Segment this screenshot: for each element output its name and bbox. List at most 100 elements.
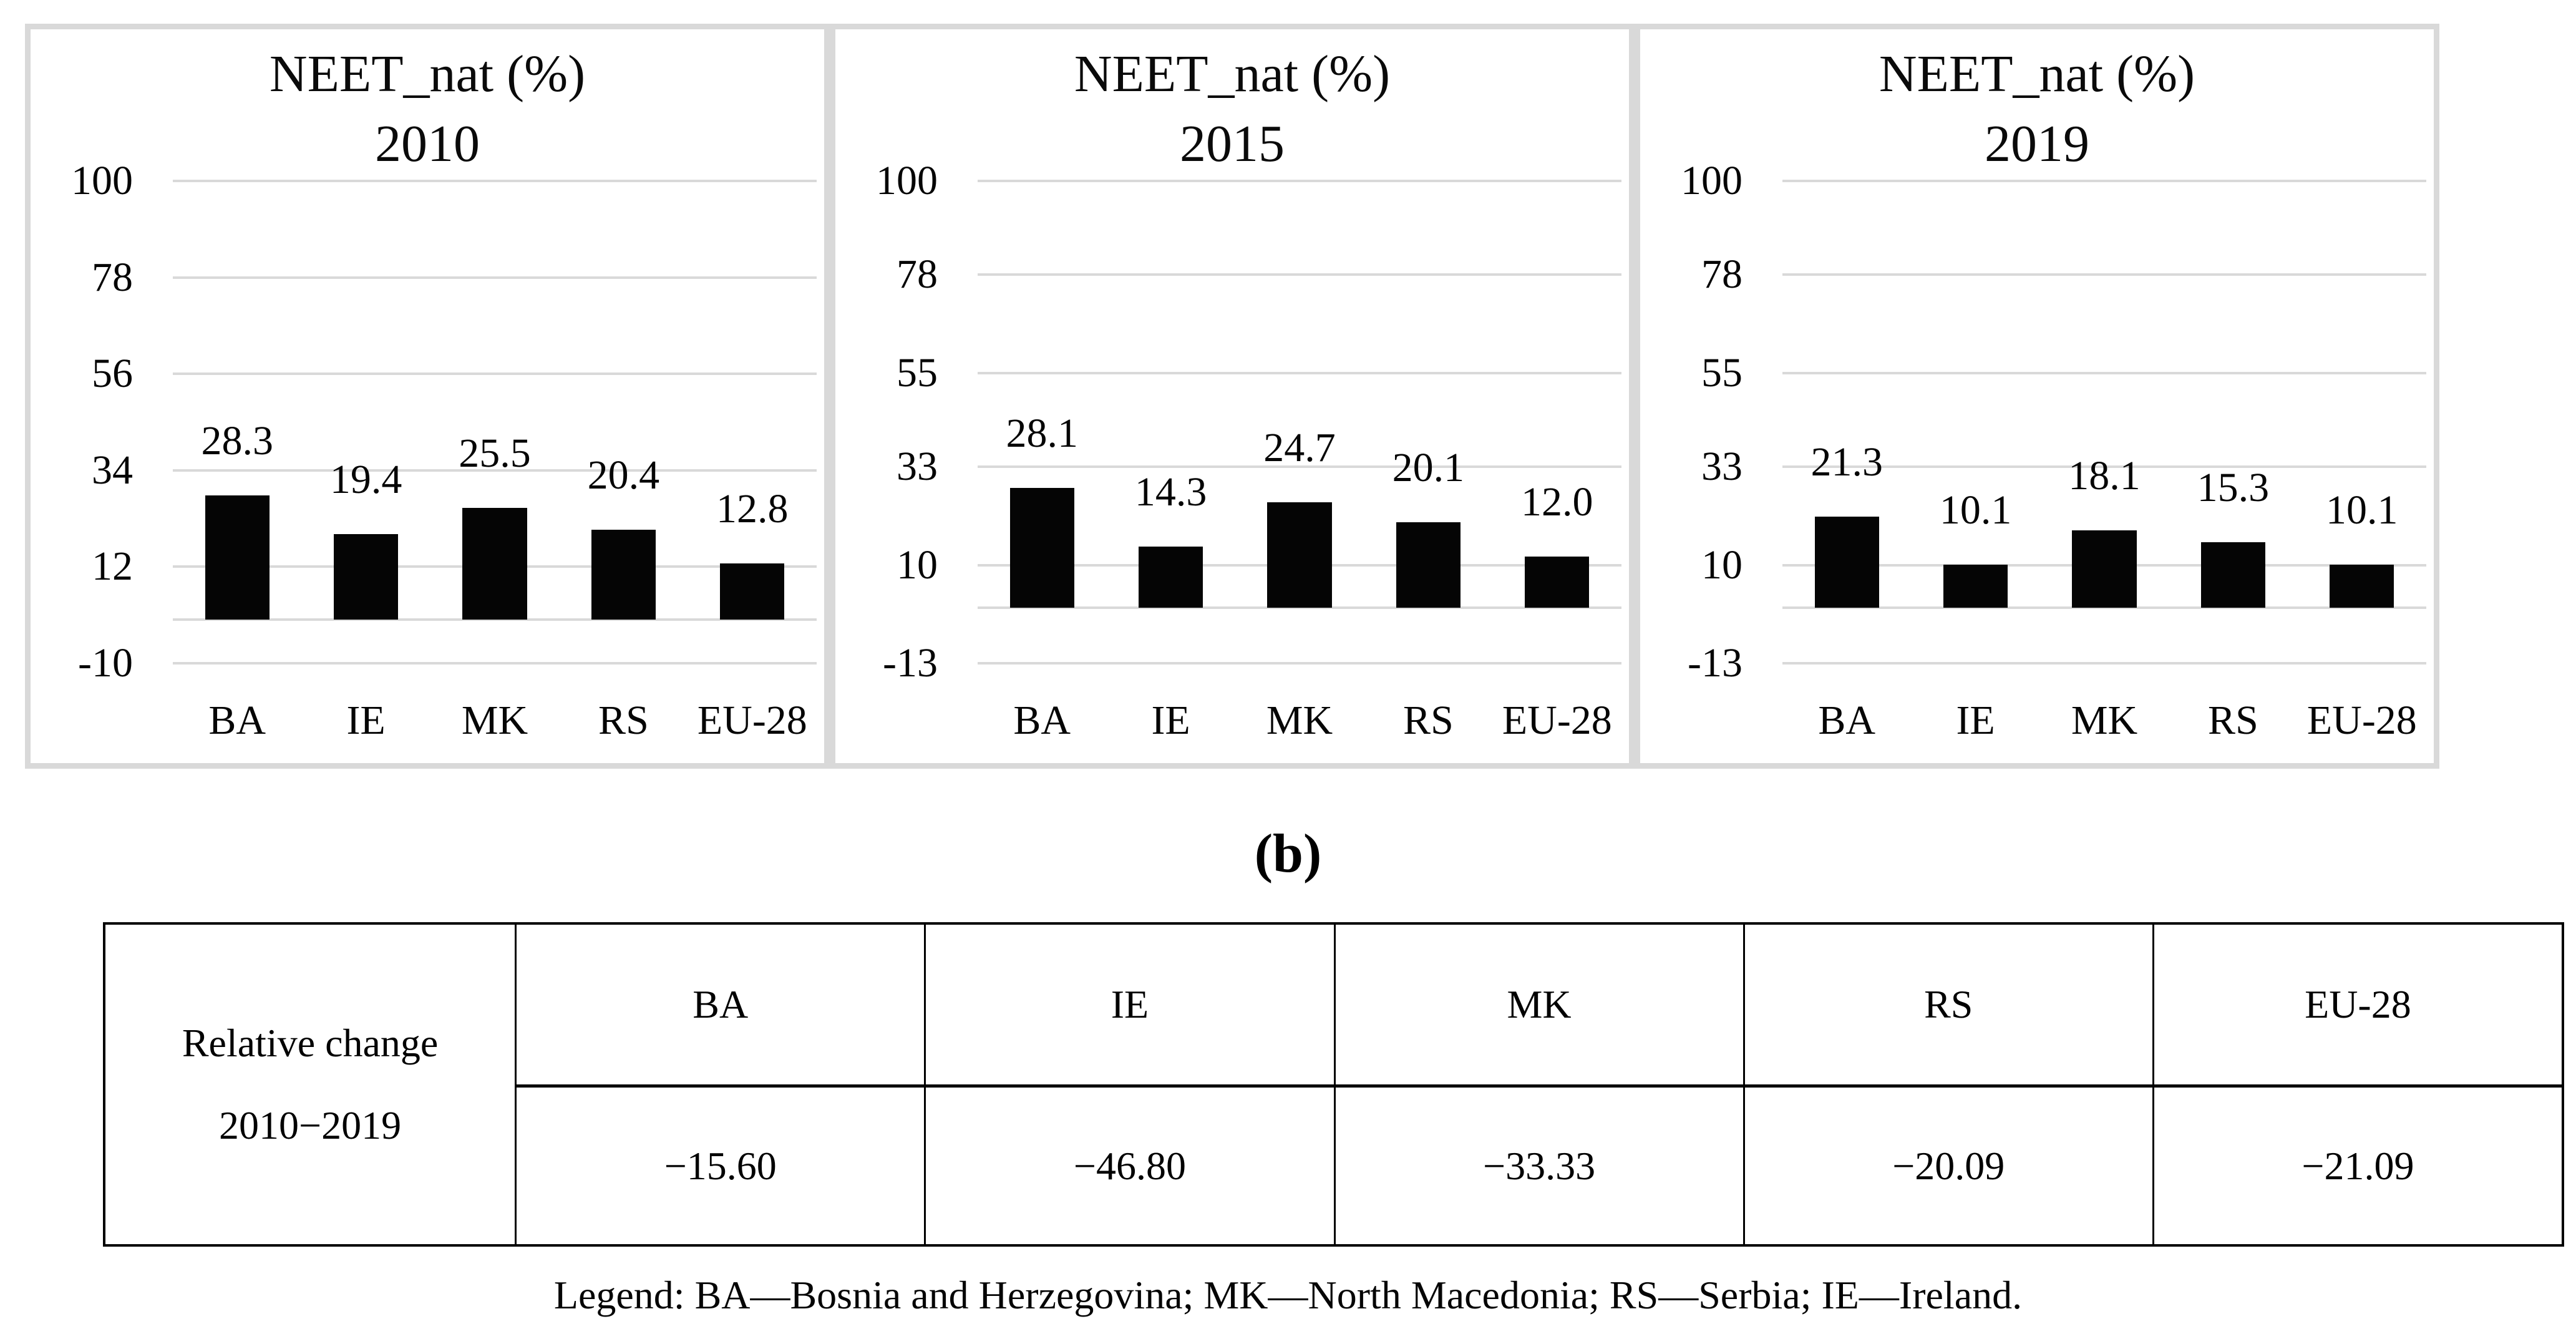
x-category-label-MK: MK <box>1266 698 1333 743</box>
bar-MK <box>462 507 527 620</box>
gridline--13 <box>1782 662 2426 665</box>
x-category-label-EU-28: EU-28 <box>1502 698 1612 743</box>
y-tick-label: -10 <box>78 640 133 686</box>
bar-IE <box>1943 565 2008 608</box>
y-tick-label: -13 <box>883 640 938 686</box>
chart-panels-row: NEET_nat (%) 2010 100 78 56 34 12 -10 28.3 19.4… <box>25 24 2439 769</box>
table-col-header-mk: MK <box>1333 925 1743 1084</box>
gridline-56 <box>173 372 817 376</box>
gridline-100 <box>173 180 817 182</box>
gridline-55 <box>978 371 1621 374</box>
bar-BA <box>1009 487 1074 608</box>
gridline-34 <box>173 469 817 472</box>
table-col-header-eu28: EU-28 <box>2152 925 2562 1084</box>
chart-title: NEET_nat (%) <box>1879 45 2195 103</box>
x-category-label-IE: IE <box>1151 698 1190 743</box>
x-category-label-RS: RS <box>1403 698 1454 743</box>
table-row-header-line2: 2010−2019 <box>219 1103 402 1147</box>
figure-sublabel-b: (b) <box>1254 824 1322 884</box>
bar-RS <box>1396 522 1461 608</box>
y-tick-label: 33 <box>897 444 938 490</box>
x-axis-labels-2015: BA IE MK RS EU-28 <box>978 694 1621 747</box>
chart-year: 2015 <box>1180 115 1285 173</box>
chart-title: NEET_nat (%) <box>1074 45 1391 103</box>
y-tick-label: 12 <box>92 543 133 590</box>
chart-panel-2015: NEET_nat (%) 2015 100 78 55 33 10 -13 28.1 14.3… <box>830 24 1635 769</box>
y-tick-label: 10 <box>1701 542 1742 588</box>
bar-value-label-MK: 24.7 <box>1263 425 1336 471</box>
bar-IE <box>1139 547 1203 608</box>
bar-value-label-BA: 28.1 <box>1006 410 1078 456</box>
bar-BA <box>1814 517 1879 608</box>
table-row-header: Relative change 2010−2019 <box>105 925 515 1244</box>
gridline-33 <box>1782 465 2426 469</box>
bar-value-label-IE: 14.3 <box>1134 469 1207 515</box>
bar-MK <box>2072 530 2137 608</box>
y-tick-label: 55 <box>897 349 938 396</box>
bar-value-label-RS: 15.3 <box>2197 465 2270 511</box>
x-category-label-IE: IE <box>1956 698 1995 743</box>
bar-IE <box>334 534 399 620</box>
y-tick-label: 100 <box>876 158 938 203</box>
plot-area-2019: 100 78 55 33 10 -13 21.3 10.1 18.1 15.3 10.1 <box>1681 160 2426 684</box>
bar-value-label-IE: 10.1 <box>1939 487 2012 533</box>
chart-year: 2019 <box>1985 115 2089 173</box>
gridline--13 <box>978 662 1621 665</box>
gridline-33 <box>978 465 1621 469</box>
bar-value-label-MK: 18.1 <box>2068 453 2141 499</box>
x-category-label-EU-28: EU-28 <box>2306 698 2417 743</box>
bar-value-label-RS: 20.4 <box>587 452 660 499</box>
bar-value-label-RS: 20.1 <box>1392 444 1465 490</box>
relative-change-table: Relative change 2010−2019 BA IE MK RS EU… <box>103 922 2564 1247</box>
figure-legend-text: Legend: BA—Bosnia and Herzegovina; MK—No… <box>553 1273 2023 1317</box>
bar-value-label-EU-28: 12.0 <box>1521 479 1593 525</box>
bar-value-label-IE: 19.4 <box>329 457 402 503</box>
chart-title-block: NEET_nat (%) 2015 <box>835 39 1629 179</box>
table-row-header-line1: Relative change <box>182 1021 439 1065</box>
y-tick-label: 55 <box>1701 349 1742 396</box>
chart-title: NEET_nat (%) <box>269 45 586 103</box>
x-category-label-BA: BA <box>1013 698 1071 743</box>
bar-EU-28 <box>2330 565 2394 608</box>
bar-BA <box>205 495 270 620</box>
bar-value-label-MK: 25.5 <box>459 430 531 476</box>
bar-MK <box>1267 502 1332 608</box>
table-col-header-ba: BA <box>515 925 924 1084</box>
chart-year: 2010 <box>375 115 480 173</box>
table-col-header-rs: RS <box>1742 925 2152 1084</box>
x-category-label-MK: MK <box>2071 698 2138 743</box>
x-axis-labels-2019: BA IE MK RS EU-28 <box>1782 694 2426 747</box>
plot-area-2010: 100 78 56 34 12 -10 28.3 19.4 25.5 20.4 12.8 <box>71 160 817 684</box>
y-tick-label: 100 <box>1681 158 1742 203</box>
y-tick-label: 56 <box>92 351 133 397</box>
y-tick-label: 78 <box>1701 251 1742 298</box>
bar-EU-28 <box>1525 557 1590 608</box>
y-tick-label: 10 <box>897 542 938 588</box>
gridline-78 <box>978 273 1621 276</box>
y-tick-label: 34 <box>92 447 133 493</box>
bar-value-label-BA: 21.3 <box>1810 439 1883 485</box>
bar-value-label-BA: 28.3 <box>201 417 273 464</box>
x-category-label-RS: RS <box>2208 698 2258 743</box>
bar-EU-28 <box>720 563 785 620</box>
chart-title-block: NEET_nat (%) 2010 <box>31 39 824 179</box>
y-tick-label: 100 <box>71 158 133 203</box>
x-category-label-RS: RS <box>598 698 649 743</box>
chart-panel-2010: NEET_nat (%) 2010 100 78 56 34 12 -10 28.3 19.4… <box>25 24 830 769</box>
x-category-label-BA: BA <box>1818 698 1876 743</box>
gridline-100 <box>1782 180 2426 182</box>
bar-RS <box>591 530 656 620</box>
table-col-header-ie: IE <box>924 925 1333 1084</box>
gridline-55 <box>1782 371 2426 374</box>
y-tick-label: 78 <box>897 251 938 298</box>
gridline-100 <box>978 180 1621 182</box>
x-axis-labels-2010: BA IE MK RS EU-28 <box>173 694 817 747</box>
bar-value-label-EU-28: 12.8 <box>716 485 789 532</box>
x-category-label-EU-28: EU-28 <box>697 698 807 743</box>
chart-title-block: NEET_nat (%) 2019 <box>1640 39 2434 179</box>
y-tick-label: 33 <box>1701 444 1742 490</box>
y-tick-label: 78 <box>92 254 133 300</box>
x-category-label-MK: MK <box>461 698 528 743</box>
bar-value-label-EU-28: 10.1 <box>2326 487 2398 533</box>
